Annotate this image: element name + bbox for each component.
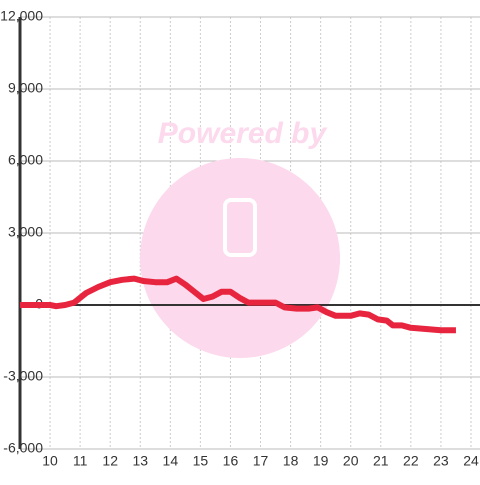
watermark-text: Powered by (158, 117, 328, 150)
x-tick-label: 24 (463, 453, 479, 469)
x-tick-label: 15 (193, 453, 209, 469)
x-tick-label: 21 (373, 453, 389, 469)
x-tick-label: 19 (313, 453, 329, 469)
x-tick-label: 17 (253, 453, 269, 469)
y-tick-label: 12,000 (0, 8, 43, 24)
x-tick-label: 14 (163, 453, 179, 469)
y-tick-label: -3,000 (3, 368, 43, 384)
x-tick-label: 20 (343, 453, 359, 469)
x-tick-label: 18 (283, 453, 299, 469)
watermark-icon (223, 198, 257, 257)
y-tick-label: 3,000 (8, 224, 43, 240)
x-tick-label: 11 (73, 453, 88, 469)
x-tick-label: 22 (403, 453, 419, 469)
x-tick-label: 23 (433, 453, 449, 469)
x-tick-label: 12 (102, 453, 118, 469)
y-tick-label: 6,000 (8, 152, 43, 168)
x-tick-label: 16 (223, 453, 239, 469)
y-tick-label: -6,000 (3, 440, 43, 456)
x-tick-label: 10 (42, 453, 58, 469)
data-line (20, 275, 456, 334)
x-tick-label: 13 (132, 453, 148, 469)
y-tick-label: 9,000 (8, 80, 43, 96)
watermark-logo (140, 158, 340, 358)
